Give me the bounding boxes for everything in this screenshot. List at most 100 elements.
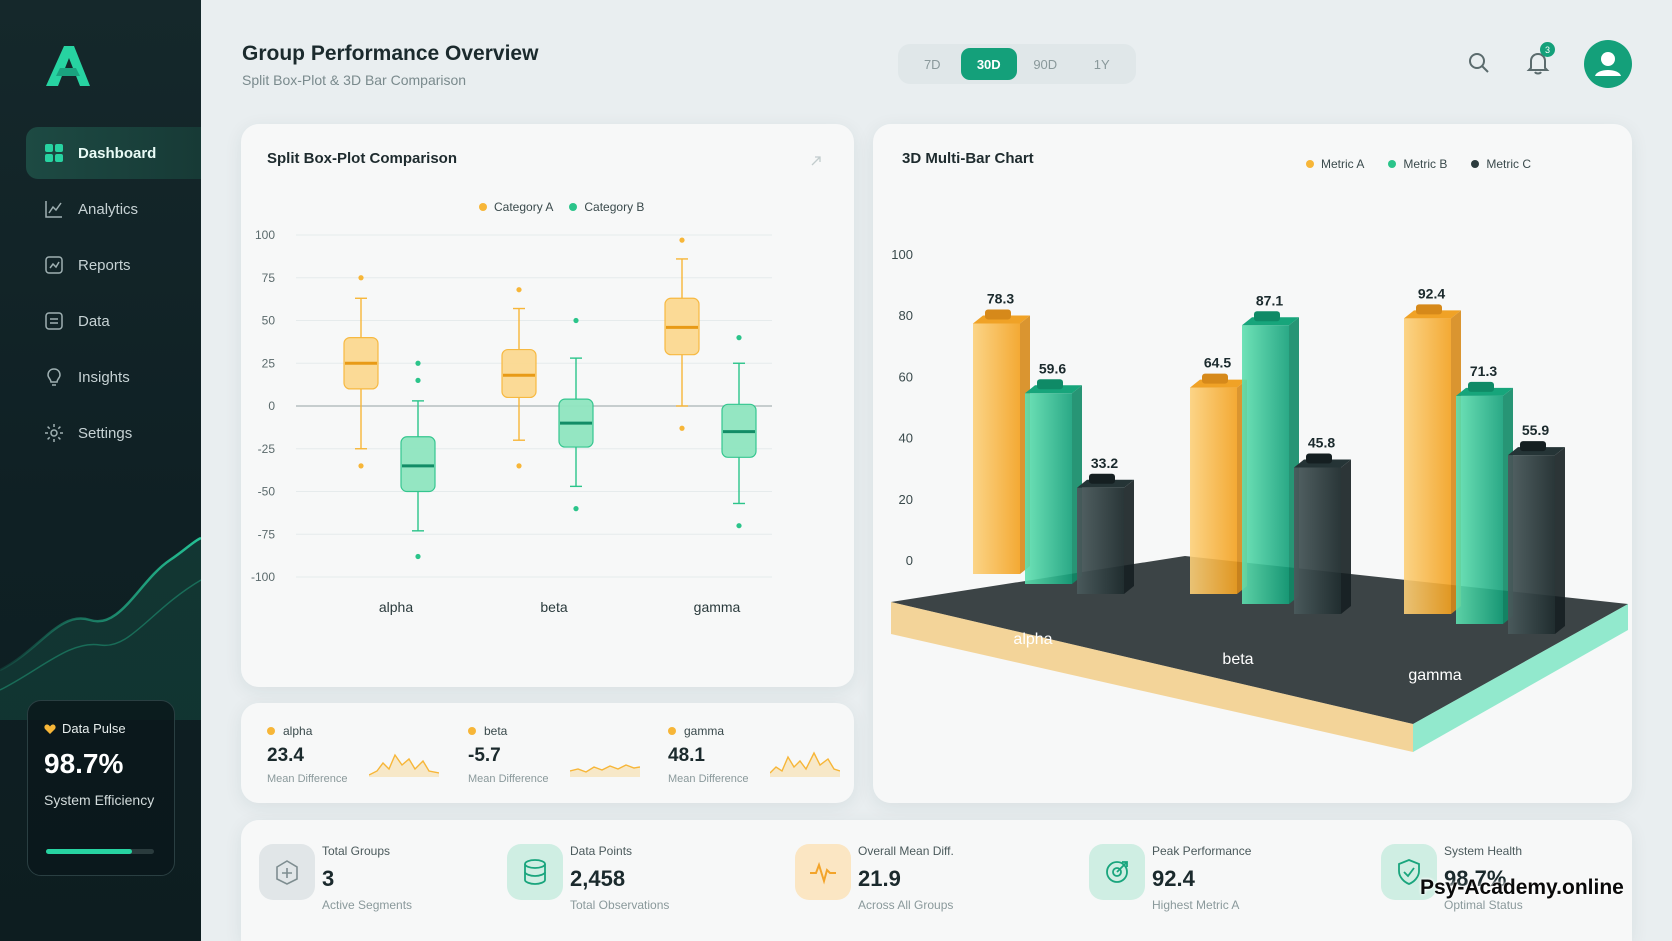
page-title: Group Performance Overview — [242, 42, 539, 65]
wave-decoration — [0, 536, 201, 720]
sidebar-item-settings[interactable]: Settings — [26, 407, 201, 459]
range-30d[interactable]: 30D — [960, 48, 1017, 80]
outlier-point — [415, 377, 421, 383]
box-plot-card: Split Box-Plot Comparison Category A Cat… — [241, 124, 854, 687]
dot-icon — [468, 727, 476, 735]
expand-icon[interactable] — [809, 154, 823, 168]
sidebar-item-analytics[interactable]: Analytics — [26, 183, 201, 235]
x-tick-label: beta — [540, 599, 567, 615]
avatar[interactable] — [1584, 40, 1632, 88]
bar-chart-card: 3D Multi-Bar Chart Metric A Metric B Met… — [873, 124, 1632, 803]
box-plot-legend: Category A Category B — [479, 200, 644, 214]
bar-side — [1555, 447, 1565, 634]
sidebar-item-label: Insights — [78, 368, 130, 386]
heart-icon — [44, 723, 56, 734]
sidebar-item-reports[interactable]: Reports — [26, 239, 201, 291]
stat-value: 3 — [322, 866, 335, 891]
data-label: 78.3 — [987, 290, 1014, 306]
sidebar-item-dashboard[interactable]: Dashboard — [26, 127, 201, 179]
groups-icon — [276, 860, 298, 885]
stat-data-points: Data Points 2,458 Total Observations — [507, 820, 767, 938]
legend-metric-a: Metric A — [1306, 157, 1364, 171]
x-tick-label: alpha — [1013, 631, 1052, 648]
data-pulse-card: Data Pulse 98.7% System Efficiency — [27, 700, 175, 876]
bar-metric-b-alpha: 59.6 — [1025, 360, 1082, 584]
box-category-a-alpha — [343, 275, 379, 469]
mini-stat-value: -5.7 — [468, 745, 501, 766]
outlier-point — [516, 463, 522, 469]
platform-edge-side — [1413, 604, 1628, 752]
pulse-title: Data Pulse — [44, 721, 158, 736]
legend-category-b: Category B — [569, 200, 644, 214]
y-tick-label: -25 — [258, 442, 276, 456]
range-selector: 7D 30D 90D 1Y — [898, 44, 1136, 84]
data-label: 87.1 — [1256, 292, 1283, 308]
x-tick-label: gamma — [694, 599, 741, 615]
stat-total-groups: Total Groups 3 Active Segments — [259, 820, 519, 938]
stat-overall-mean-diff: Overall Mean Diff. 21.9 Across All Group… — [795, 820, 1055, 938]
bar-metric-c-alpha: 33.2 — [1077, 455, 1134, 594]
y-tick-label: -75 — [258, 527, 276, 541]
range-7d[interactable]: 7D — [923, 56, 941, 72]
sidebar: Dashboard Analytics Reports Data Insight… — [0, 0, 201, 941]
y-tick-label: 100 — [891, 247, 913, 262]
search-icon[interactable] — [1466, 50, 1492, 76]
range-1y[interactable]: 1Y — [1093, 56, 1110, 72]
bar-metric-b-gamma: 71.3 — [1456, 363, 1513, 624]
stat-system-health: System Health 98.7% Optimal Status — [1381, 820, 1641, 938]
sidebar-item-label: Analytics — [78, 200, 139, 218]
box-body — [400, 436, 436, 493]
stat-name: System Health — [1444, 844, 1523, 858]
gear-icon — [45, 424, 63, 442]
outlier-point — [415, 360, 421, 366]
x-tick-label: beta — [1222, 651, 1253, 668]
stat-name: Peak Performance — [1152, 844, 1252, 858]
bar-side — [1124, 479, 1134, 594]
pulse-label: System Efficiency — [44, 792, 155, 808]
dot-icon — [668, 727, 676, 735]
dot-icon — [267, 727, 275, 735]
stat-label: Total Observations — [570, 898, 670, 912]
mini-stat-label: Mean Difference — [267, 773, 348, 785]
sidebar-item-insights[interactable]: Insights — [26, 351, 201, 403]
pulse-progress — [46, 849, 154, 854]
data-label: 71.3 — [1470, 363, 1497, 379]
database-icon — [524, 859, 546, 885]
sidebar-item-label: Dashboard — [78, 144, 157, 162]
bar-front — [1242, 325, 1289, 604]
sidebar-item-data[interactable]: Data — [26, 295, 201, 347]
data-icon — [45, 312, 63, 330]
bar-front — [973, 323, 1020, 574]
box-category-b-alpha — [400, 360, 436, 560]
box-plot-title: Split Box-Plot Comparison — [267, 150, 458, 167]
report-icon — [45, 256, 63, 274]
bar-front — [1456, 395, 1503, 624]
bar-side — [1341, 459, 1351, 614]
bar-metric-a-gamma: 92.4 — [1404, 285, 1461, 614]
y-tick-label: 75 — [262, 271, 276, 285]
bar-front — [1508, 455, 1555, 634]
stat-peak-performance: Peak Performance 92.4 Highest Metric A — [1089, 820, 1349, 938]
stat-value: 98.7% — [1444, 866, 1507, 891]
y-tick-label: 0 — [906, 553, 913, 568]
stat-name: Data Points — [570, 844, 633, 858]
sidebar-item-label: Settings — [78, 424, 133, 442]
box-body — [501, 348, 537, 399]
user-icon — [1595, 52, 1621, 76]
bell-icon[interactable] — [1525, 50, 1551, 76]
sparkline — [570, 764, 640, 777]
bar-cap — [1089, 473, 1115, 484]
range-90d[interactable]: 90D — [1033, 56, 1058, 72]
bar-cap — [1468, 381, 1494, 392]
y-tick-label: 60 — [899, 369, 913, 384]
watermark: Psy-Academy.online — [1420, 876, 1624, 899]
box-category-a-gamma — [664, 237, 700, 431]
mini-stat-gamma: gamma 48.1 Mean Difference — [668, 703, 868, 793]
data-label: 45.8 — [1308, 434, 1335, 450]
legend-metric-c: Metric C — [1471, 157, 1531, 171]
mini-stat-value: 23.4 — [267, 745, 304, 766]
mini-stat-label: Mean Difference — [668, 773, 749, 785]
shield-check-icon — [1398, 859, 1420, 885]
outlier-point — [736, 335, 742, 341]
data-label: 64.5 — [1204, 355, 1231, 371]
